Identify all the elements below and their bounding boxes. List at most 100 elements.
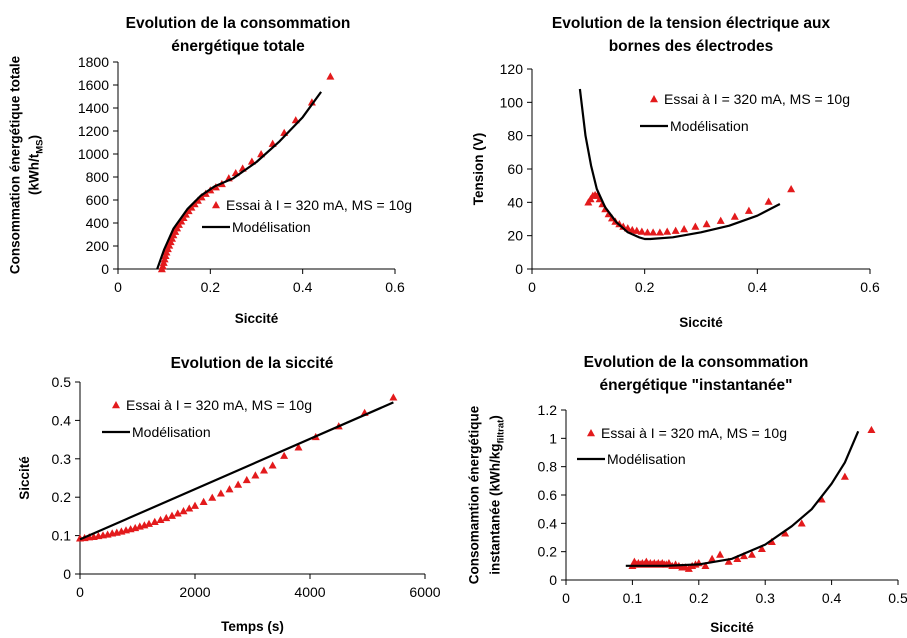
y-tick-label: 0.4 [52, 412, 72, 428]
data-point [757, 544, 766, 553]
data-point [145, 519, 153, 527]
y-tick-label: 0.1 [52, 528, 72, 544]
data-point [234, 480, 243, 488]
data-point [179, 507, 188, 515]
legend-label: Modélisation [232, 219, 311, 235]
data-point [708, 554, 717, 562]
y-axis-label-line: Siccité [17, 456, 32, 500]
legend: Essai à I = 320 mA, MS = 10g Modélisation [202, 197, 412, 235]
chart-4: Evolution de la consommation énergétique … [467, 354, 907, 635]
y-tick-label: 0.5 [52, 374, 72, 390]
data-point [680, 225, 689, 233]
y-tick-label: 600 [86, 192, 110, 208]
x-axis-label: Siccité [235, 311, 279, 326]
y-tick-label: 0.6 [538, 487, 558, 503]
x-tick-label: 2000 [179, 584, 210, 600]
data-point [643, 228, 652, 236]
data-point [389, 393, 398, 401]
data-point [716, 216, 725, 224]
x-tick-label: 0.2 [689, 590, 709, 606]
y-axis-label: Tension (V) [471, 133, 486, 206]
x-tick-label: 0.4 [293, 279, 313, 295]
model-line [156, 91, 322, 270]
y-tick-label: 120 [500, 61, 524, 77]
data-point [168, 511, 176, 519]
y-axis-label: Consommation énergétique totale (kWh/tMS) [8, 55, 46, 274]
legend-marker-swatch [112, 401, 120, 409]
chart-1: Evolution de la consommation énergétique … [8, 15, 413, 326]
y-tick-label: 400 [86, 215, 110, 231]
data-point [724, 557, 733, 565]
legend-marker-swatch [212, 201, 220, 209]
y-axis-label-line: (kWh/tMS) [27, 135, 46, 195]
model-line [578, 88, 781, 241]
legend-label: Essai à I = 320 mA, MS = 10g [664, 91, 850, 107]
y-tick-label: 1 [549, 430, 557, 446]
chart-title: énergétique "instantanée" [600, 377, 793, 394]
x-tick-label: 0 [76, 584, 84, 600]
x-axis-label: Siccité [679, 315, 723, 330]
y-axis-label-line: Consommation énergétique totale [8, 55, 23, 274]
y-tick-label: 800 [86, 169, 110, 185]
data-point [781, 529, 790, 537]
legend-marker-swatch [650, 95, 658, 103]
x-tick-label: 0 [528, 279, 536, 295]
x-tick-label: 0.4 [822, 590, 842, 606]
y-tick-label: 0.2 [538, 544, 558, 560]
y-tick-label: 0 [101, 261, 109, 277]
data-point [767, 537, 776, 545]
data-point [208, 493, 217, 501]
y-tick-label: 0 [515, 261, 523, 277]
data-point [268, 461, 277, 469]
x-axis-label: Siccité [710, 620, 754, 635]
data-point [797, 519, 806, 527]
legend: Essai à I = 320 mA, MS = 10g Modélisation [577, 425, 787, 467]
data-point [185, 504, 194, 512]
data-point [867, 425, 876, 434]
y-axis-label-line: instantanée (kWh/kgfiltrat) [488, 415, 507, 575]
y-tick-label: 0.4 [538, 515, 558, 531]
x-tick-label: 4000 [294, 584, 325, 600]
x-tick-label: 0.6 [385, 279, 405, 295]
data-point [649, 228, 658, 236]
y-tick-label: 80 [507, 128, 523, 144]
x-tick-label: 0.4 [748, 279, 768, 295]
y-axis-label: Siccité [17, 456, 32, 500]
y-axis-label: Consomamtion énergétique instantanée (kWh… [467, 405, 507, 584]
x-tick-label: 0.6 [860, 279, 880, 295]
y-tick-label: 0 [549, 572, 557, 588]
data-point [173, 509, 182, 517]
x-tick-label: 0 [114, 279, 122, 295]
y-tick-label: 0.2 [52, 489, 72, 505]
x-axis-label: Temps (s) [221, 619, 284, 634]
data-point [197, 193, 206, 201]
y-tick-label: 60 [507, 161, 523, 177]
legend-label: Essai à I = 320 mA, MS = 10g [226, 197, 412, 213]
data-point [260, 466, 268, 474]
y-axis-label-line: Consomamtion énergétique [467, 405, 482, 584]
data-point [730, 212, 739, 220]
data-point [191, 501, 199, 509]
data-point [199, 497, 208, 506]
x-tick-label: 6000 [409, 584, 440, 600]
y-tick-label: 0 [63, 566, 71, 582]
data-point [637, 227, 646, 235]
legend-marker-swatch [587, 429, 595, 437]
legend-label: Essai à I = 320 mA, MS = 10g [126, 397, 312, 413]
data-point [744, 206, 753, 214]
data-point [294, 443, 303, 451]
x-tick-label: 0.2 [201, 279, 221, 295]
data-point [733, 554, 742, 562]
x-tick-label: 0.5 [888, 590, 907, 606]
data-point [663, 227, 672, 235]
data-point [840, 472, 849, 480]
data-point [156, 515, 165, 524]
chart-title: Evolution de la consommation [584, 354, 809, 371]
chart-title: Evolution de la siccité [171, 355, 334, 372]
legend-label: Modélisation [607, 451, 686, 467]
y-tick-label: 0.8 [538, 459, 558, 475]
legend-label: Modélisation [670, 118, 749, 134]
legend-label: Modélisation [132, 424, 211, 440]
y-tick-label: 20 [507, 228, 523, 244]
